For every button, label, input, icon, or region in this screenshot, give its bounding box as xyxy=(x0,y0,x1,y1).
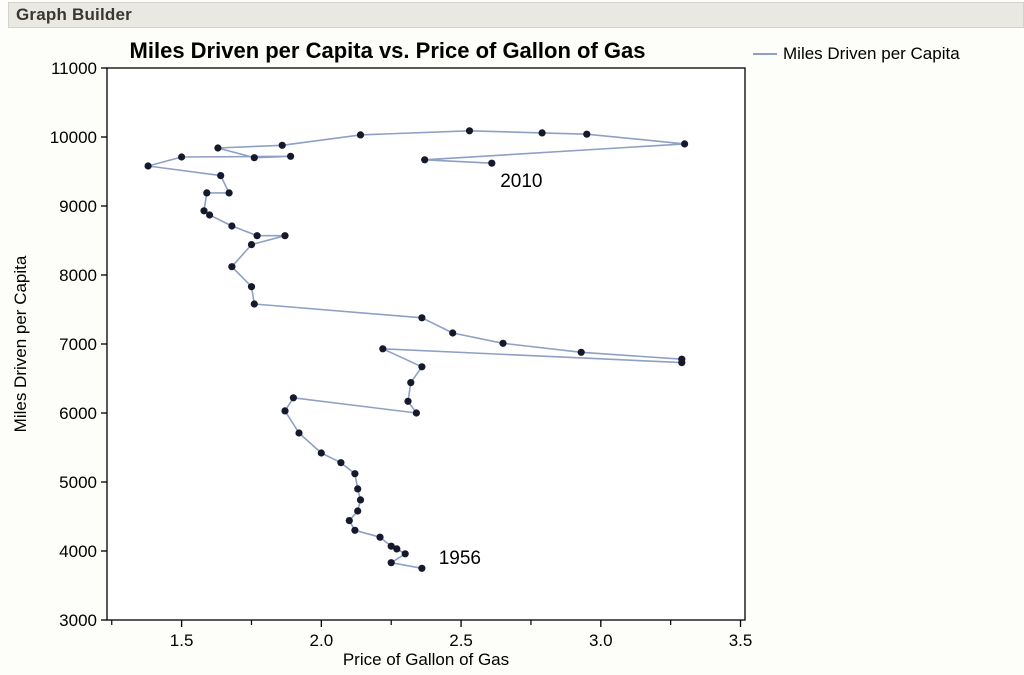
data-point[interactable] xyxy=(356,496,365,504)
data-point[interactable] xyxy=(401,550,409,558)
data-point[interactable] xyxy=(538,129,546,137)
annotation-label: 2010 xyxy=(500,171,542,192)
data-point[interactable] xyxy=(376,533,384,541)
y-tick-label: 4000 xyxy=(59,542,97,561)
data-point[interactable] xyxy=(281,232,289,240)
data-point[interactable] xyxy=(356,131,365,139)
data-point[interactable] xyxy=(393,545,401,553)
y-tick-label: 11000 xyxy=(51,59,97,78)
legend-line-swatch xyxy=(753,53,777,55)
plot-frame xyxy=(106,67,746,621)
data-point[interactable] xyxy=(228,263,236,271)
data-point[interactable] xyxy=(418,314,426,322)
data-point[interactable] xyxy=(247,241,256,249)
data-point[interactable] xyxy=(354,485,362,493)
legend: Miles Driven per Capita xyxy=(753,44,960,64)
data-point[interactable] xyxy=(488,159,496,167)
x-tick-label: 1.5 xyxy=(170,631,194,650)
y-tick-label: 8000 xyxy=(59,266,97,285)
data-point[interactable] xyxy=(577,348,585,356)
y-axis-title: Miles Driven per Capita xyxy=(11,255,30,432)
data-point[interactable] xyxy=(678,355,686,363)
data-point[interactable] xyxy=(144,162,152,170)
data-point[interactable] xyxy=(418,363,426,371)
data-point[interactable] xyxy=(407,379,415,387)
data-point[interactable] xyxy=(228,222,236,230)
data-point[interactable] xyxy=(351,526,359,534)
y-tick-label: 10000 xyxy=(50,128,97,147)
data-point[interactable] xyxy=(354,507,362,515)
data-point[interactable] xyxy=(421,156,429,164)
data-point[interactable] xyxy=(287,152,295,160)
x-tick-label: 3.5 xyxy=(729,631,753,650)
y-tick-label: 5000 xyxy=(59,473,97,492)
data-point[interactable] xyxy=(200,207,208,215)
data-point[interactable] xyxy=(351,470,359,478)
data-point[interactable] xyxy=(681,140,689,148)
data-point[interactable] xyxy=(225,189,233,197)
legend-label: Miles Driven per Capita xyxy=(783,44,960,63)
data-point[interactable] xyxy=(345,517,353,525)
data-point[interactable] xyxy=(281,407,289,415)
data-point[interactable] xyxy=(253,232,261,240)
data-point[interactable] xyxy=(583,130,591,138)
x-tick-label: 3.0 xyxy=(589,631,613,650)
data-point[interactable] xyxy=(203,189,211,197)
data-point[interactable] xyxy=(295,429,303,437)
data-point[interactable] xyxy=(250,300,258,308)
annotation-label: 1956 xyxy=(439,548,481,569)
data-point[interactable] xyxy=(278,141,286,149)
y-tick-label: 9000 xyxy=(59,197,97,216)
data-point[interactable] xyxy=(379,345,387,353)
data-point[interactable] xyxy=(289,394,297,402)
data-point[interactable] xyxy=(206,211,214,219)
data-point[interactable] xyxy=(499,339,507,347)
x-axis-title: Price of Gallon of Gas xyxy=(343,650,509,669)
data-point[interactable] xyxy=(247,283,256,291)
data-point[interactable] xyxy=(465,127,474,135)
data-point[interactable] xyxy=(412,409,420,417)
data-point[interactable] xyxy=(214,144,222,152)
window-title-bar[interactable]: Graph Builder xyxy=(8,2,1024,28)
plot-background xyxy=(107,68,745,620)
x-tick-label: 2.5 xyxy=(449,631,473,650)
data-point[interactable] xyxy=(404,397,412,405)
y-tick-label: 6000 xyxy=(59,404,97,423)
data-point[interactable] xyxy=(317,449,325,457)
chart-title: Miles Driven per Capita vs. Price of Gal… xyxy=(129,38,646,63)
data-point[interactable] xyxy=(337,459,345,467)
window-title: Graph Builder xyxy=(16,5,132,24)
data-point[interactable] xyxy=(387,559,395,567)
data-point[interactable] xyxy=(178,153,186,161)
y-tick-label: 7000 xyxy=(59,335,97,354)
data-point[interactable] xyxy=(250,154,258,162)
data-point[interactable] xyxy=(387,542,395,550)
data-point[interactable] xyxy=(217,172,225,180)
data-point[interactable] xyxy=(418,564,426,572)
y-tick-label: 3000 xyxy=(59,611,97,630)
data-point[interactable] xyxy=(449,329,457,337)
x-tick-label: 2.0 xyxy=(310,631,334,650)
